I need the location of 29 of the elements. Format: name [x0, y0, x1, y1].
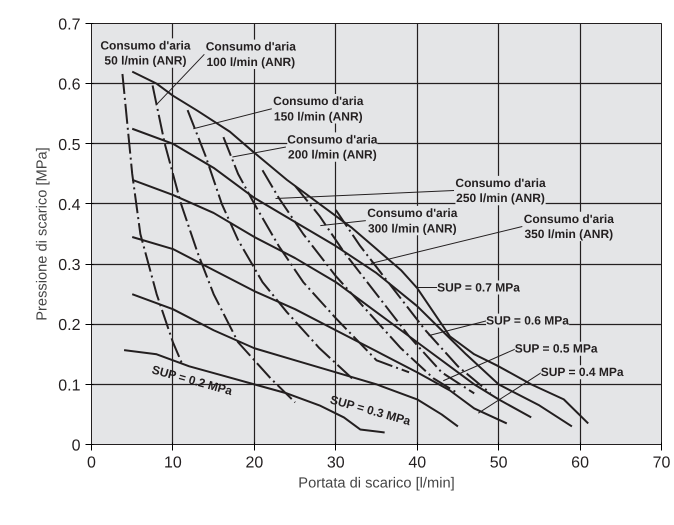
x-tick-label: 10: [164, 454, 182, 472]
x-tick-label: 60: [571, 454, 590, 472]
y-tick-label: 0.5: [58, 136, 81, 154]
annotation: Consumo d'aria 350 l/min (ANR): [524, 212, 614, 242]
annotation: SUP = 0.6 MPa: [486, 314, 570, 328]
x-tick-label: 30: [326, 454, 345, 472]
x-tick-label: 50: [490, 454, 508, 472]
annotation: SUP = 0.4 MPa: [540, 365, 624, 380]
y-tick-label: 0.2: [58, 317, 81, 334]
y-tick-label: 0.3: [58, 257, 81, 274]
y-tick-label: 0.6: [58, 76, 81, 94]
annotation: SUP = 0.7 MPa: [437, 280, 520, 295]
x-tick-label: 70: [652, 454, 670, 472]
x-tick-label: 20: [245, 454, 264, 472]
y-tick-label: 0.7: [58, 16, 81, 34]
annotation: Consumo d'aria 250 l/min (ANR): [455, 176, 546, 206]
y-tick-label: 0: [72, 438, 81, 454]
x-axis-title: Portata di scarico [l/min]: [298, 476, 455, 492]
annotation: Consumo d'aria 50 l/min (ANR): [100, 38, 191, 68]
annotation: Consumo d'aria 300 l/min (ANR): [367, 206, 458, 236]
y-tick-label: 0.1: [58, 377, 81, 394]
annotation: Consumo d'aria 100 l/min (ANR): [206, 40, 296, 69]
annotation: SUP = 0.5 MPa: [514, 342, 598, 356]
annotation: Consumo d'aria 150 l/min (ANR): [273, 94, 364, 124]
y-axis-title: Pressione di scarico [MPa]: [34, 147, 50, 321]
x-tick-label: 0: [87, 454, 96, 472]
x-tick-label: 40: [408, 454, 426, 472]
y-tick-label: 0.4: [58, 196, 81, 214]
annotation: Consumo d'aria 200 l/min (ANR): [287, 132, 378, 162]
